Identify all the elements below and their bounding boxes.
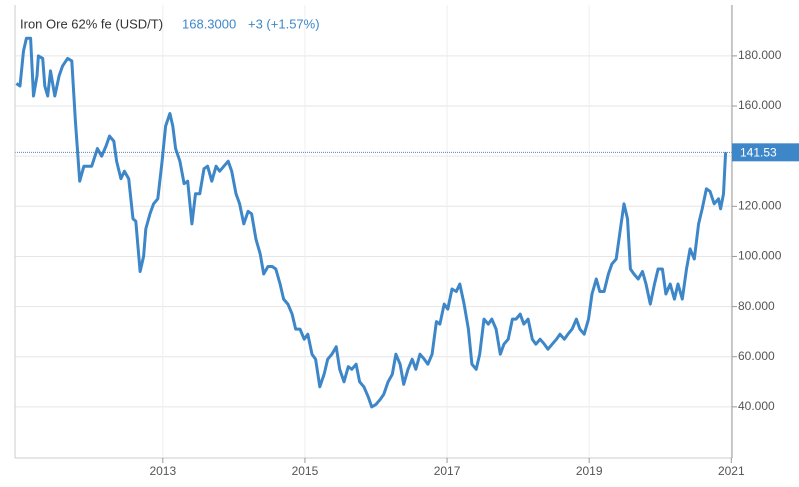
x-tick-label: 2021 (718, 464, 745, 478)
chart-title: Iron Ore 62% fe (USD/T) (20, 16, 163, 31)
y-tick-label: 80.000 (738, 299, 775, 313)
plot-area (15, 5, 732, 458)
x-tick-label: 2017 (434, 464, 461, 478)
y-tick-label: 60.000 (738, 349, 775, 363)
x-tick-label: 2015 (292, 464, 319, 478)
change: +3 (+1.57%) (248, 16, 320, 31)
y-tick-label: 100.000 (738, 249, 782, 263)
x-tick-label: 2019 (576, 464, 603, 478)
y-tick-label: 160.000 (738, 98, 782, 112)
y-tick-label: 180.000 (738, 48, 782, 62)
y-tick-label: 120.000 (738, 198, 782, 212)
last-value-box (732, 143, 799, 162)
y-tick-label: 40.000 (738, 399, 775, 413)
price: 168.3000 (182, 16, 236, 31)
x-tick-label: 2013 (149, 464, 176, 478)
last-value-label: 141.53 (740, 146, 777, 160)
price-line (15, 36, 728, 409)
